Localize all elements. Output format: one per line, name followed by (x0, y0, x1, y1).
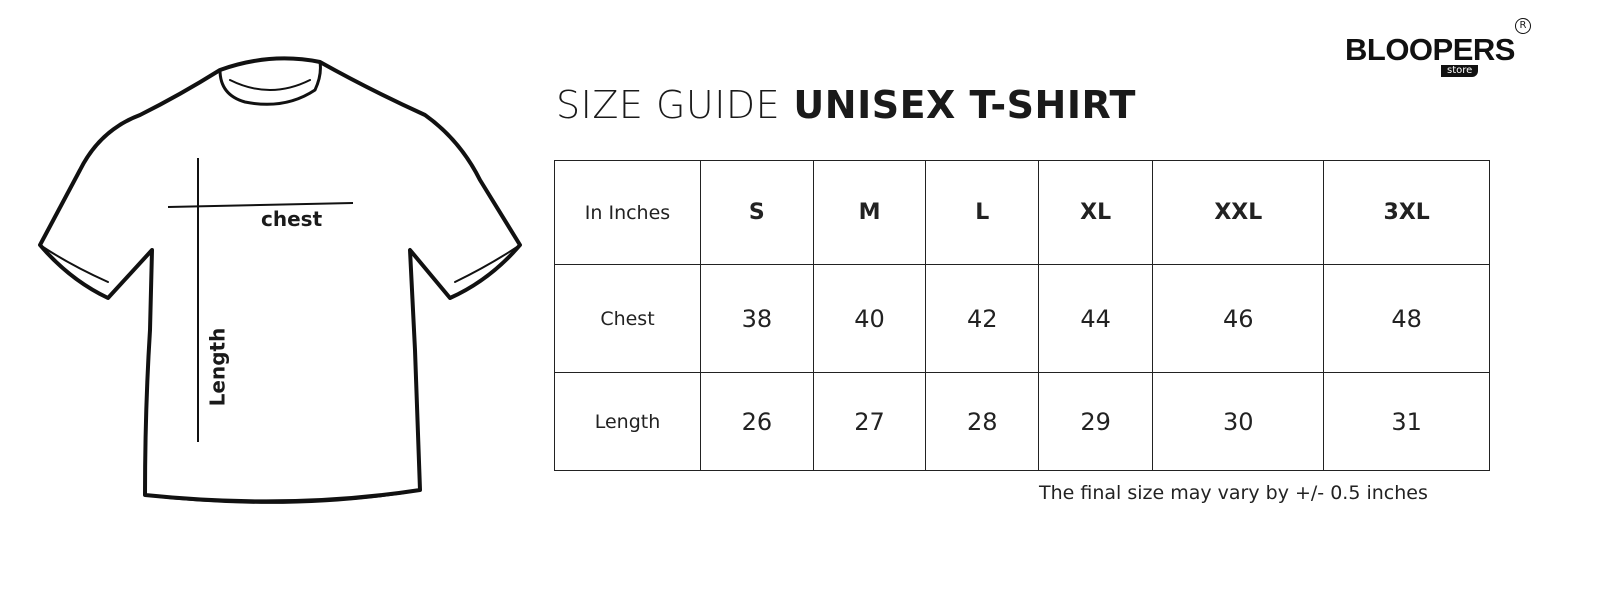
table-cell: 26 (700, 372, 814, 471)
size-table: In Inches S M L XL XXL 3XL Chest 38 40 4… (554, 160, 1490, 471)
table-cell: 31 (1323, 372, 1490, 471)
table-cell: 38 (700, 264, 814, 373)
brand-logo: BLOOPERS store R (1345, 18, 1535, 80)
header-cell: In Inches (554, 160, 701, 265)
header-cell: M (812, 160, 927, 265)
table-cell: 42 (925, 264, 1040, 373)
table-cell: 27 (812, 372, 927, 471)
table-cell: 46 (1152, 264, 1325, 373)
brand-sub: store (1441, 65, 1479, 77)
row-label: Length (554, 372, 701, 471)
table-header-row: In Inches S M L XL XXL 3XL (554, 160, 1490, 265)
row-label: Chest (554, 264, 701, 373)
table-row: Chest 38 40 42 44 46 48 (554, 264, 1490, 373)
table-cell: 28 (925, 372, 1040, 471)
tshirt-illustration (38, 56, 522, 504)
size-variance-note: The final size may vary by +/- 0.5 inche… (1039, 482, 1428, 504)
table-cell: 30 (1152, 372, 1325, 471)
table-cell: 29 (1038, 372, 1154, 471)
header-cell: XL (1038, 160, 1154, 265)
header-cell: S (700, 160, 814, 265)
header-cell: L (925, 160, 1040, 265)
registered-mark: R (1515, 18, 1531, 34)
chest-label: chest (261, 207, 323, 231)
length-label: Length (205, 327, 230, 407)
header-cell: XXL (1152, 160, 1325, 265)
brand-name: BLOOPERS (1345, 32, 1515, 67)
table-cell: 44 (1038, 264, 1154, 373)
page-title: SIZE GUIDE UNISEX T-SHIRT (556, 83, 1136, 127)
table-row: Length 26 27 28 29 30 31 (554, 372, 1490, 471)
table-cell: 48 (1323, 264, 1490, 373)
header-cell: 3XL (1323, 160, 1490, 265)
table-cell: 40 (812, 264, 927, 373)
